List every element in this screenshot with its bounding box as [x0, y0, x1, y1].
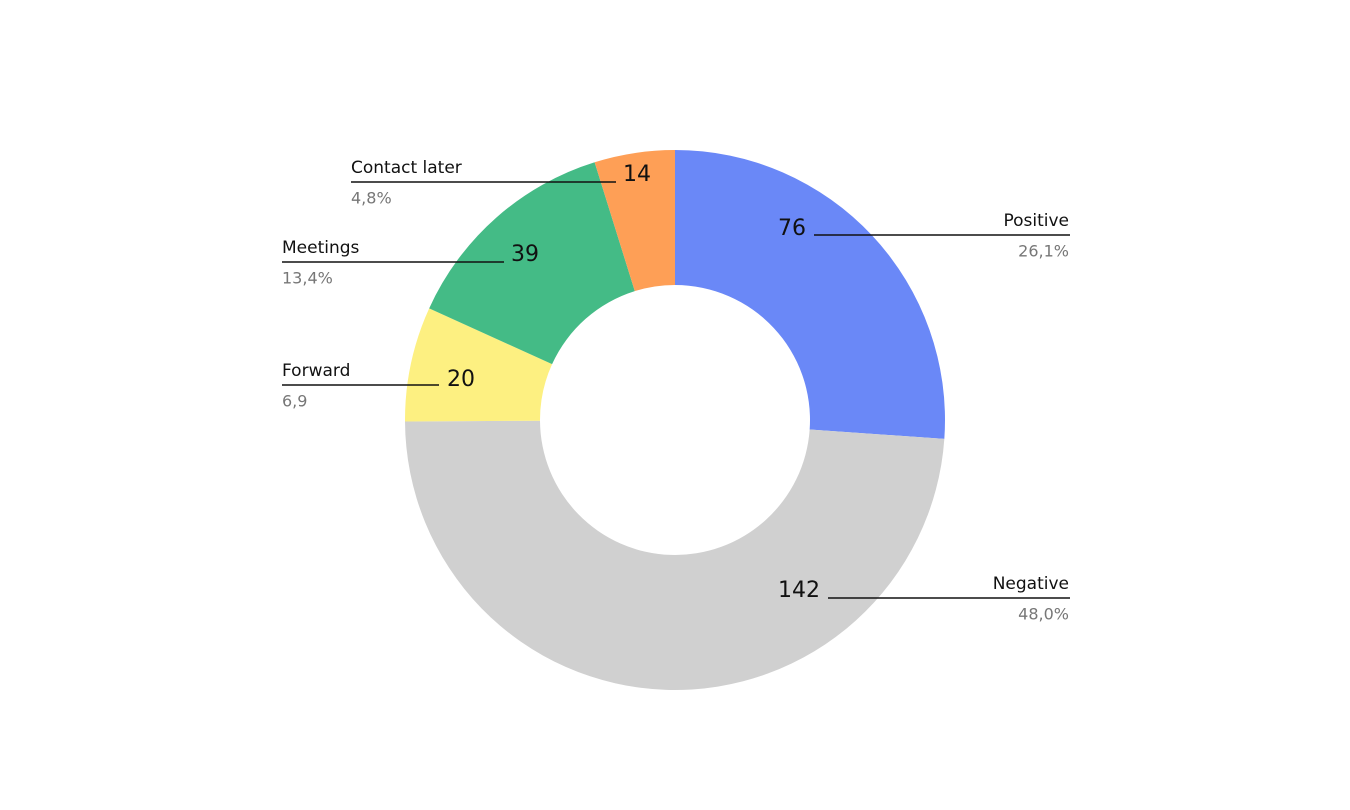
- slices-layer: [405, 150, 945, 690]
- labels-layer: 76 Positive 26,1% 142 Negative 48,0% 20 Forward…: [282, 158, 1070, 624]
- value-label-positive: 76: [778, 216, 806, 241]
- slice-negative: [405, 420, 945, 690]
- name-label-negative: Negative: [993, 574, 1069, 594]
- value-label-meetings: 39: [511, 242, 539, 267]
- slice-positive: [675, 150, 945, 439]
- slice-meetings: [429, 162, 635, 365]
- name-label-contact-later: Contact later: [351, 158, 462, 178]
- name-label-positive: Positive: [1003, 211, 1069, 231]
- percent-label-meetings: 13,4%: [282, 269, 333, 288]
- value-label-negative: 142: [778, 578, 820, 603]
- percent-label-contact-later: 4,8%: [351, 189, 392, 208]
- value-label-contact-later: 14: [623, 162, 651, 187]
- name-label-meetings: Meetings: [282, 238, 360, 258]
- slice-contact-later: [594, 150, 675, 292]
- percent-label-positive: 26,1%: [1018, 242, 1069, 261]
- slice-forward: [405, 308, 553, 422]
- percent-label-negative: 48,0%: [1018, 605, 1069, 624]
- percent-label-forward: 6,9: [282, 392, 307, 411]
- name-label-forward: Forward: [282, 361, 350, 381]
- value-label-forward: 20: [447, 367, 475, 392]
